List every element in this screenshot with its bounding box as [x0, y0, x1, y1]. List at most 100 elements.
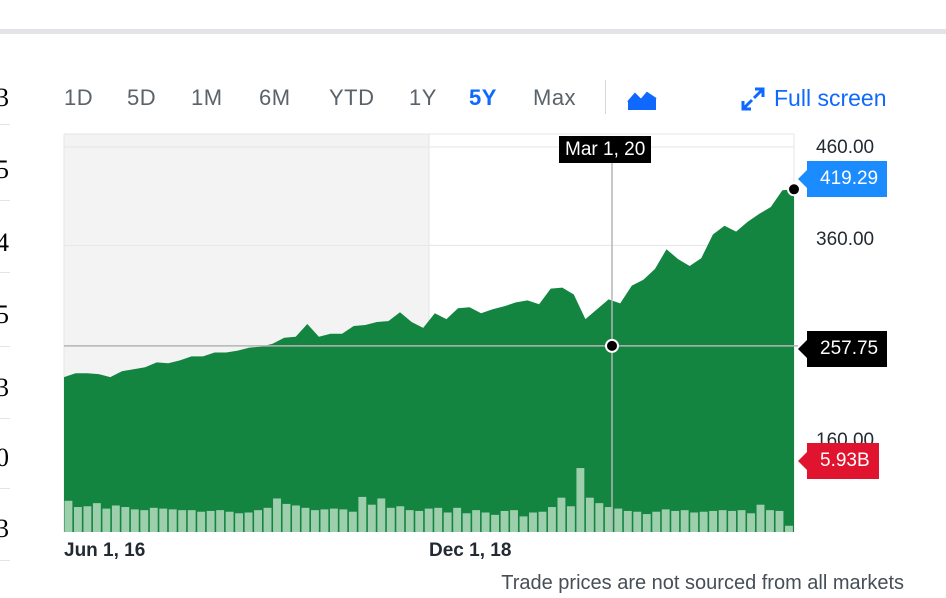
volume-bar-overlay	[111, 505, 120, 532]
volume-bar-overlay	[538, 511, 547, 532]
volume-bar-overlay	[273, 498, 281, 532]
volume-bar-overlay	[709, 510, 718, 532]
volume-bar-overlay	[557, 497, 566, 532]
volume-bar-overlay	[766, 510, 774, 532]
volume-bar-overlay	[263, 507, 272, 532]
volume-bar-overlay	[254, 510, 262, 532]
volume-bar-overlay	[310, 510, 319, 532]
volume-bar-overlay	[159, 508, 168, 532]
cropped-left-edge: 3 5 4 5 3 0 3	[0, 0, 10, 598]
range-1d[interactable]: 1D	[64, 85, 94, 110]
volume-bar-overlay	[434, 507, 443, 532]
volume-bar-overlay	[661, 509, 670, 532]
volume-bar-overlay	[235, 513, 244, 532]
volume-bar-overlay	[386, 507, 395, 532]
volume-bar-overlay	[443, 512, 452, 532]
volume-bar-overlay	[680, 510, 689, 532]
volume-bar-overlay	[292, 505, 300, 532]
full-screen-button[interactable]: Full screen	[740, 85, 886, 112]
top-divider	[0, 29, 946, 34]
volume-bar-overlay	[690, 512, 699, 532]
volume-bar-overlay	[775, 510, 784, 532]
volume-bar-overlay	[424, 508, 433, 532]
volume-bar-overlay	[130, 509, 139, 532]
volume-bar-overlay	[718, 510, 727, 532]
volume-bar-overlay	[178, 510, 187, 532]
volume-bar-overlay	[187, 510, 196, 532]
volume-bar-overlay	[566, 506, 575, 532]
volume-bar-overlay	[500, 510, 509, 532]
volume-bar-overlay	[149, 507, 158, 532]
range-5y[interactable]: 5Y	[469, 85, 497, 110]
volume-bar-overlay	[453, 507, 462, 532]
volume-bar-overlay	[671, 510, 680, 532]
range-max[interactable]: Max	[533, 85, 577, 110]
volume-bar-overlay	[301, 507, 310, 532]
range-5d[interactable]: 5D	[127, 85, 157, 110]
volume-bar-overlay	[633, 511, 642, 532]
expand-icon	[741, 87, 765, 110]
volume-bar-overlay	[737, 510, 746, 532]
volume-bar-overlay	[642, 514, 651, 532]
volume-bar-overlay	[585, 497, 594, 532]
last-price-tag: 419.29	[797, 161, 888, 197]
crosshair-value-tag: 257.75	[797, 331, 888, 367]
crosshair-date-tooltip: Mar 1, 20	[559, 136, 652, 163]
volume-bar-overlay	[623, 510, 632, 532]
volume-bar-overlay	[481, 512, 490, 532]
volume-bar-overlay	[102, 508, 111, 532]
volume-bar-overlay	[614, 508, 623, 532]
x-tick-label: Jun 1, 16	[64, 540, 146, 561]
volume-bar-overlay	[358, 496, 367, 532]
volume-bar-overlay	[83, 506, 92, 532]
volume-bar-overlay	[548, 507, 556, 532]
y-tick-label: 360.00	[816, 229, 875, 250]
volume-bar-overlay	[415, 510, 424, 532]
crosshair-marker	[605, 338, 619, 353]
range-1y[interactable]: 1Y	[409, 85, 437, 110]
x-tick-label: Dec 1, 18	[429, 540, 512, 561]
volume-bar-overlay	[339, 509, 348, 532]
volume-bar-overlay	[699, 511, 708, 532]
full-screen-label: Full screen	[774, 85, 887, 111]
volume-bar-overlay	[472, 510, 481, 532]
area-chart-icon[interactable]	[627, 88, 657, 112]
volume-bar-overlay	[244, 512, 253, 532]
volume-bar-overlay	[140, 510, 149, 532]
volume-bar-overlay	[405, 510, 414, 532]
volume-bar-overlay	[728, 510, 737, 532]
range-ytd[interactable]: YTD	[329, 85, 375, 110]
volume-bar-overlay	[377, 498, 386, 532]
range-6m[interactable]: 6M	[259, 85, 291, 110]
volume-bar-overlay	[64, 500, 73, 532]
y-tick-label: 460.00	[816, 137, 875, 158]
volume-bar-overlay	[510, 510, 518, 532]
volume-bar-overlay	[785, 525, 793, 532]
volume-bar-overlay	[756, 504, 765, 532]
toolbar-separator	[605, 80, 606, 114]
volume-bar-overlay	[329, 508, 338, 532]
volume-bar-overlay	[121, 507, 130, 532]
volume-bar-overlay	[320, 509, 329, 532]
volume-bar-overlay	[396, 506, 405, 532]
volume-bar-overlay	[282, 503, 291, 532]
last-price-marker	[787, 182, 801, 197]
volume-bar-overlay	[576, 468, 585, 532]
volume-tag: 5.93B	[798, 443, 879, 479]
volume-bar-overlay	[747, 513, 755, 532]
volume-bar-overlay	[92, 503, 101, 532]
volume-bar-overlay	[216, 510, 225, 532]
volume-bar-overlay	[168, 509, 177, 532]
volume-bar-overlay	[348, 511, 357, 532]
volume-bar-overlay	[367, 504, 376, 532]
volume-bar-overlay	[604, 507, 613, 532]
volume-bar-overlay	[491, 514, 500, 532]
volume-bar-overlay	[206, 510, 215, 532]
range-1m[interactable]: 1M	[191, 85, 223, 110]
volume-bar-overlay	[652, 511, 661, 532]
disclaimer-text: Trade prices are not sourced from all ma…	[501, 572, 904, 594]
volume-bar-overlay	[73, 507, 82, 532]
volume-bar-overlay	[529, 512, 537, 532]
volume-bar-overlay	[519, 516, 528, 532]
